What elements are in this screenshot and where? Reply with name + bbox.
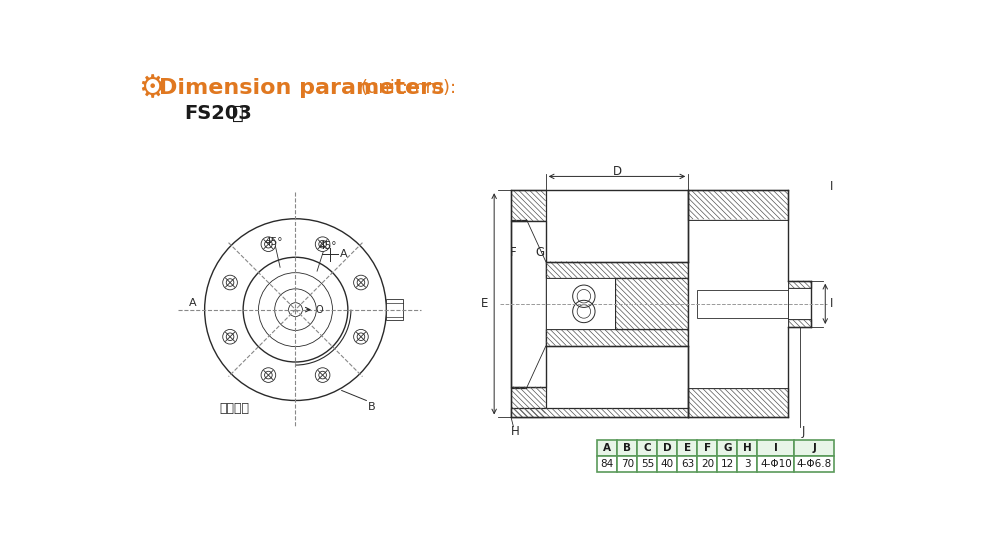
Bar <box>738 440 758 456</box>
Text: A: A <box>603 443 611 453</box>
Bar <box>717 456 738 472</box>
Text: C: C <box>644 443 651 453</box>
Text: 受力方向: 受力方向 <box>219 402 249 415</box>
Text: J: J <box>813 443 816 453</box>
Text: ⚙: ⚙ <box>137 74 165 103</box>
Text: G: G <box>535 246 544 259</box>
Bar <box>697 440 717 456</box>
Bar <box>511 408 688 418</box>
Bar <box>511 221 546 387</box>
Bar <box>688 220 788 388</box>
Text: B: B <box>623 443 631 453</box>
Bar <box>688 388 788 418</box>
Bar <box>658 456 677 472</box>
Bar <box>615 278 688 329</box>
Text: O: O <box>315 305 323 315</box>
Text: 12: 12 <box>721 459 734 469</box>
Bar <box>511 220 526 221</box>
Text: 40: 40 <box>661 459 674 469</box>
Bar <box>617 456 637 472</box>
Text: H: H <box>510 425 519 438</box>
Bar <box>688 190 788 220</box>
Bar <box>738 456 758 472</box>
Text: A: A <box>189 299 197 309</box>
Text: 3: 3 <box>744 459 751 469</box>
Text: F: F <box>510 246 516 259</box>
Text: D: D <box>663 443 672 453</box>
Text: 型: 型 <box>231 104 243 123</box>
Bar <box>658 440 677 456</box>
Bar <box>758 456 794 472</box>
Bar <box>794 456 835 472</box>
Bar <box>637 440 658 456</box>
Bar <box>546 329 688 346</box>
Text: H: H <box>743 443 752 453</box>
Bar <box>788 319 811 327</box>
Bar <box>546 278 615 329</box>
Bar <box>697 456 717 472</box>
Text: 45°: 45° <box>318 241 337 252</box>
Text: I: I <box>774 443 778 453</box>
Text: J: J <box>802 425 805 438</box>
Text: (unit:mm):: (unit:mm): <box>361 79 457 97</box>
Text: 4-Φ10: 4-Φ10 <box>761 459 792 469</box>
Text: I: I <box>830 180 834 193</box>
Bar <box>387 299 404 320</box>
Text: 45°: 45° <box>265 237 283 247</box>
Text: I: I <box>830 297 834 310</box>
Bar <box>794 440 835 456</box>
Text: D: D <box>612 164 621 178</box>
Text: E: E <box>481 297 488 310</box>
Bar <box>511 387 526 388</box>
Bar <box>677 456 697 472</box>
Text: 55: 55 <box>641 459 654 469</box>
Text: B: B <box>368 402 376 412</box>
Text: 20: 20 <box>701 459 714 469</box>
Text: G: G <box>723 443 732 453</box>
Text: 4-Φ6.8: 4-Φ6.8 <box>797 459 832 469</box>
Bar <box>511 387 546 418</box>
Bar <box>637 456 658 472</box>
Text: 63: 63 <box>680 459 694 469</box>
Bar <box>511 190 546 221</box>
Text: Dimension parameters: Dimension parameters <box>159 78 445 98</box>
Bar <box>758 440 794 456</box>
Bar <box>546 262 688 278</box>
Text: F: F <box>704 443 711 453</box>
Text: E: E <box>683 443 691 453</box>
Bar <box>597 456 617 472</box>
Bar <box>788 288 811 319</box>
Bar <box>788 281 811 288</box>
Text: 70: 70 <box>621 459 634 469</box>
Bar <box>677 440 697 456</box>
Bar <box>717 440 738 456</box>
Text: A: A <box>340 249 348 259</box>
Bar <box>617 440 637 456</box>
Bar <box>697 290 788 318</box>
Bar <box>597 440 617 456</box>
Text: FS203: FS203 <box>184 104 251 123</box>
Text: 84: 84 <box>600 459 614 469</box>
